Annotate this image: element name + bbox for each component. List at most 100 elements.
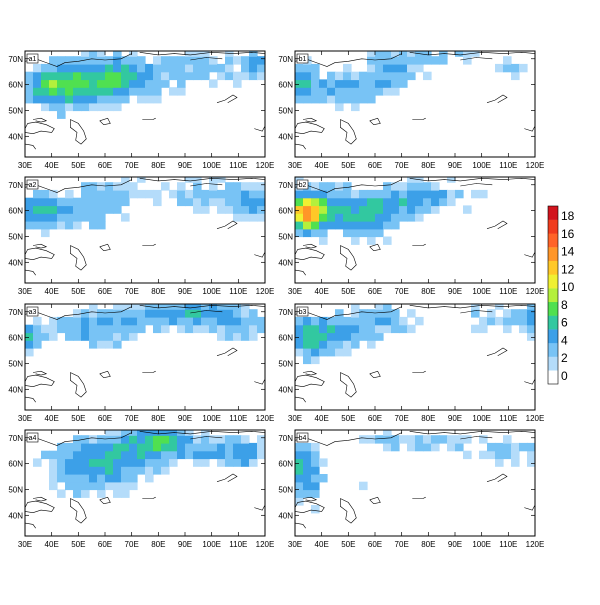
grid-cell (311, 481, 320, 491)
svg-text:a3: a3 (29, 309, 37, 316)
grid-cell (145, 466, 154, 475)
grid-cell (383, 182, 392, 191)
grid-cell (407, 189, 416, 199)
grid-cell (49, 332, 58, 341)
grid-cell (233, 56, 242, 65)
svg-text:a2: a2 (29, 182, 37, 189)
grid-cell (81, 189, 90, 199)
grid-cell (233, 182, 242, 191)
grid-cell (217, 332, 226, 341)
grid-cell (209, 324, 218, 334)
grid-cell (527, 450, 535, 460)
grid-cell (81, 102, 90, 112)
x-tick-label: 60E (368, 161, 382, 170)
grid-cell (391, 442, 400, 452)
grid-cell (527, 332, 535, 341)
shaded-field (25, 430, 265, 536)
grid-cell (415, 177, 424, 183)
coastline (32, 117, 48, 123)
grid-cell (177, 309, 186, 318)
grid-cell (153, 435, 162, 444)
grid-cell (25, 205, 34, 214)
panel-frame (24, 429, 266, 537)
x-tick-label: 30E (288, 414, 302, 423)
grid-cell (201, 56, 210, 65)
grid-cell (407, 56, 416, 65)
grid-cell (391, 56, 400, 65)
grid-cell (185, 324, 194, 334)
grid-cell (33, 340, 42, 349)
grid-cell (145, 63, 154, 73)
grid-cell (415, 51, 424, 57)
grid-cell (351, 221, 360, 230)
grid-cell (177, 324, 186, 334)
grid-cell (455, 189, 464, 199)
grid-cell (295, 340, 304, 349)
grid-cell (73, 324, 82, 334)
coastline (369, 243, 381, 252)
grid-cell (399, 51, 408, 57)
grid-cell (311, 340, 320, 349)
grid-cell (479, 324, 488, 334)
grid-cell (57, 102, 66, 112)
grid-cell (383, 309, 392, 318)
grid-cell (295, 497, 304, 506)
grid-cell (137, 324, 146, 334)
x-tick-label: 70E (125, 287, 139, 296)
grid-cell (311, 182, 320, 191)
grid-cell (41, 63, 50, 73)
grid-cell (105, 102, 114, 112)
grid-cell (343, 221, 352, 230)
grid-cell (73, 481, 82, 491)
coastline (190, 57, 223, 61)
grid-cell (89, 442, 98, 452)
grid-cell (105, 182, 114, 191)
y-tick-label: 50N (278, 106, 293, 115)
coastline (216, 220, 238, 229)
grid-cell (113, 79, 122, 88)
grid-cell (383, 324, 392, 334)
grid-cell (257, 435, 265, 444)
grid-cell (97, 489, 106, 498)
grid-cell (241, 304, 250, 310)
x-tick-label: 120E (526, 287, 545, 296)
grid-cell (129, 332, 138, 341)
grid-cell (391, 205, 400, 214)
grid-cell (137, 435, 146, 444)
grid-cell (335, 348, 344, 357)
coastline (25, 396, 36, 403)
grid-cell (319, 189, 328, 199)
grid-cell (495, 304, 504, 310)
coastline (409, 430, 535, 435)
grid-cell (303, 221, 312, 230)
grid-cell (319, 87, 328, 96)
grid-cell (25, 79, 34, 88)
grid-cell (351, 228, 360, 238)
grid-cell (511, 316, 520, 326)
grid-cell (241, 309, 250, 318)
grid-cell (311, 505, 320, 514)
grid-cell (193, 324, 202, 334)
grid-cell (65, 87, 74, 96)
grid-cell (351, 340, 360, 349)
grid-cell (519, 309, 528, 318)
x-tick-label: 40E (45, 161, 59, 170)
grid-cell (25, 340, 34, 349)
grid-cell (145, 71, 154, 81)
grid-cell (383, 197, 392, 207)
grid-cell (319, 182, 328, 191)
coastline (369, 117, 381, 126)
grid-cell (33, 63, 42, 73)
x-tick-label: 70E (395, 540, 409, 549)
grid-cell (495, 458, 504, 467)
grid-cell (383, 442, 392, 452)
svg-text:b4: b4 (299, 435, 307, 442)
grid-cell (319, 324, 328, 334)
grid-cell (137, 458, 146, 467)
grid-cell (303, 458, 312, 467)
grid-cell (105, 205, 114, 214)
grid-cell (241, 450, 250, 460)
coastline (295, 374, 325, 388)
grid-cell (335, 309, 344, 318)
grid-cell (81, 458, 90, 467)
